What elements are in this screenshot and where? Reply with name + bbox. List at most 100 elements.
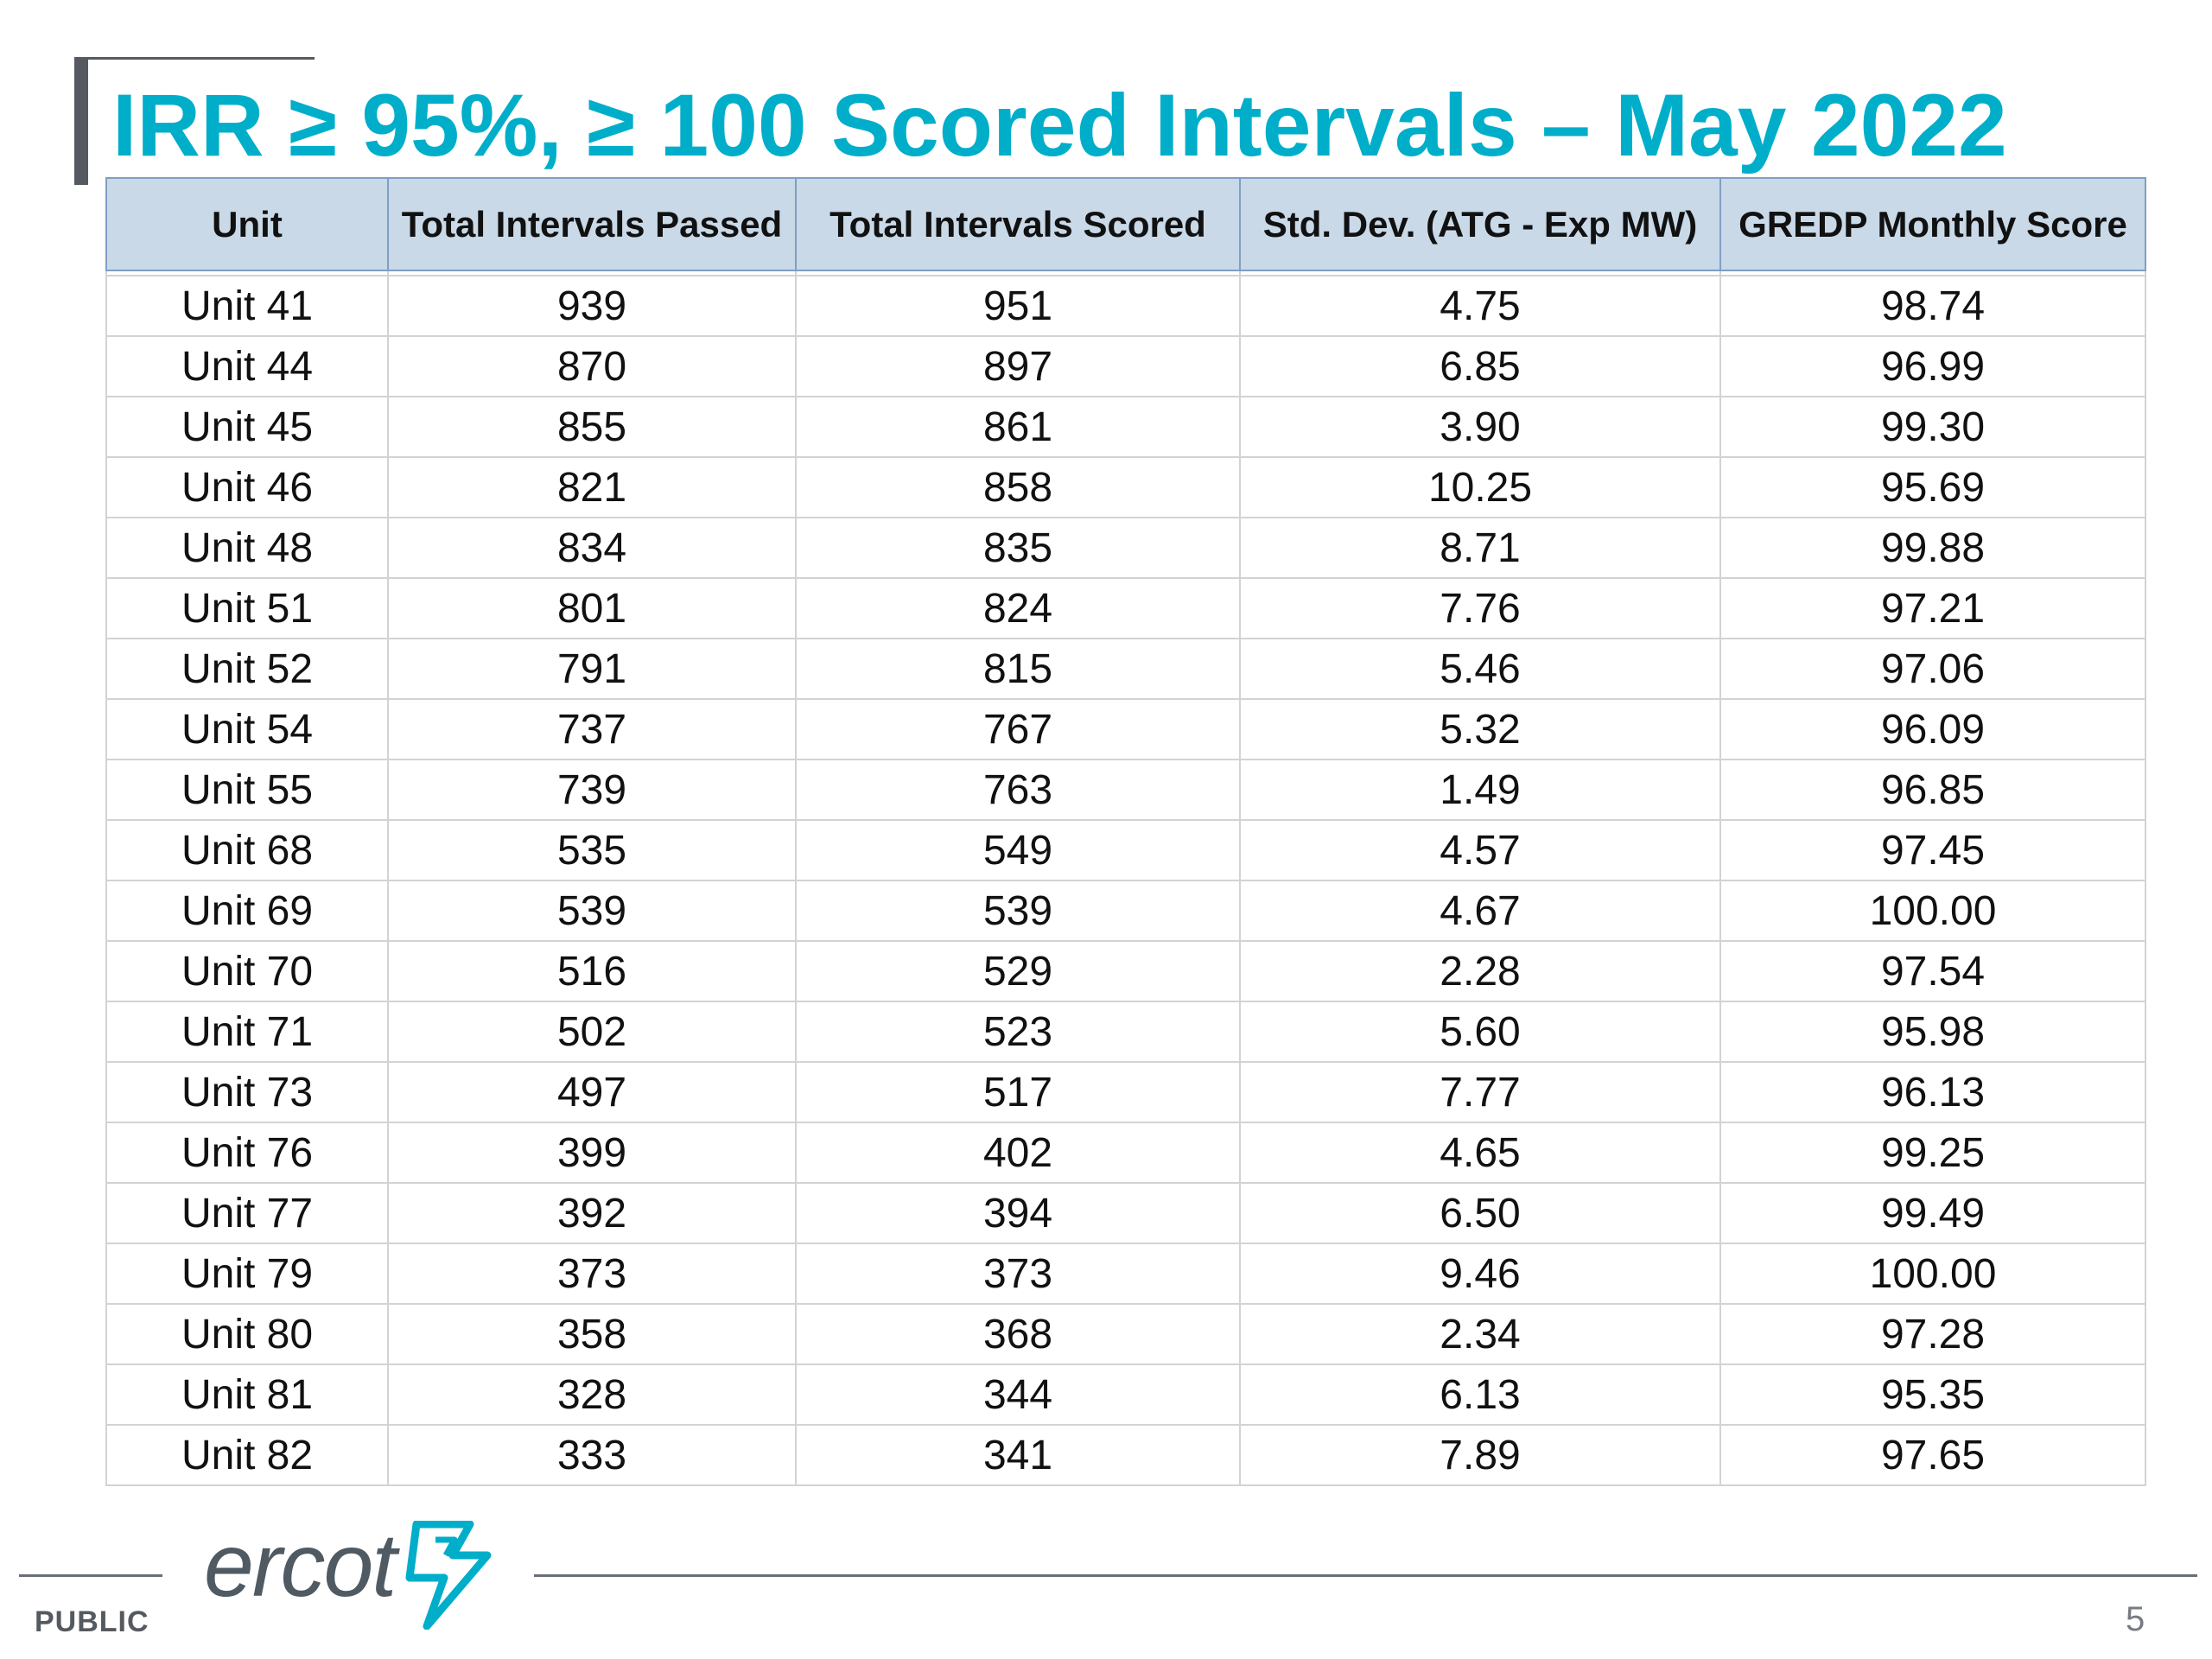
cell-unit: Unit 79 xyxy=(105,1243,389,1305)
cell-unit: Unit 77 xyxy=(105,1182,389,1244)
cell-monthly-score: 97.06 xyxy=(1719,638,2146,700)
cell-intervals-scored: 897 xyxy=(795,335,1241,397)
cell-unit: Unit 51 xyxy=(105,577,389,639)
cell-unit: Unit 70 xyxy=(105,940,389,1002)
cell-std-dev: 6.50 xyxy=(1239,1182,1721,1244)
results-table: Unit Total Intervals Passed Total Interv… xyxy=(105,177,2146,1486)
cell-unit: Unit 69 xyxy=(105,880,389,942)
cell-std-dev: 4.67 xyxy=(1239,880,1721,942)
cell-std-dev: 10.25 xyxy=(1239,456,1721,518)
footer-rule-left xyxy=(19,1574,162,1577)
cell-unit: Unit 82 xyxy=(105,1424,389,1486)
cell-intervals-passed: 399 xyxy=(387,1122,797,1184)
cell-monthly-score: 97.65 xyxy=(1719,1424,2146,1486)
cell-monthly-score: 97.21 xyxy=(1719,577,2146,639)
cell-unit: Unit 41 xyxy=(105,275,389,337)
cell-intervals-passed: 392 xyxy=(387,1182,797,1244)
cell-std-dev: 2.28 xyxy=(1239,940,1721,1002)
table-row: Unit 55 739 763 1.49 96.85 xyxy=(105,759,2146,821)
cell-intervals-scored: 523 xyxy=(795,1001,1241,1063)
table-row: Unit 77 392 394 6.50 99.49 xyxy=(105,1182,2146,1244)
cell-monthly-score: 95.69 xyxy=(1719,456,2146,518)
classification-label: PUBLIC xyxy=(35,1605,149,1638)
table-row: Unit 69 539 539 4.67 100.00 xyxy=(105,880,2146,942)
cell-intervals-passed: 939 xyxy=(387,275,797,337)
cell-intervals-scored: 394 xyxy=(795,1182,1241,1244)
col-header-monthly-score: GREDP Monthly Score xyxy=(1719,177,2146,271)
cell-intervals-scored: 549 xyxy=(795,819,1241,881)
cell-std-dev: 5.32 xyxy=(1239,698,1721,760)
cell-unit: Unit 76 xyxy=(105,1122,389,1184)
cell-intervals-scored: 517 xyxy=(795,1061,1241,1123)
cell-std-dev: 5.60 xyxy=(1239,1001,1721,1063)
cell-intervals-scored: 529 xyxy=(795,940,1241,1002)
table-row: Unit 46 821 858 10.25 95.69 xyxy=(105,456,2146,518)
cell-monthly-score: 100.00 xyxy=(1719,1243,2146,1305)
ercot-logo: ercot xyxy=(204,1514,498,1635)
page-number: 5 xyxy=(2126,1600,2145,1638)
cell-monthly-score: 96.99 xyxy=(1719,335,2146,397)
logo-wordmark: ercot xyxy=(204,1516,397,1616)
slide-title: IRR ≥ 95%, ≥ 100 Scored Intervals – May … xyxy=(112,76,2007,175)
cell-std-dev: 7.89 xyxy=(1239,1424,1721,1486)
col-header-intervals-scored: Total Intervals Scored xyxy=(795,177,1241,271)
cell-std-dev: 7.77 xyxy=(1239,1061,1721,1123)
footer-rule-right xyxy=(534,1574,2197,1577)
cell-monthly-score: 95.98 xyxy=(1719,1001,2146,1063)
cell-intervals-passed: 328 xyxy=(387,1363,797,1426)
cell-intervals-passed: 791 xyxy=(387,638,797,700)
cell-intervals-scored: 539 xyxy=(795,880,1241,942)
table-row: Unit 80 358 368 2.34 97.28 xyxy=(105,1303,2146,1365)
title-accent-rule xyxy=(74,57,315,60)
cell-intervals-passed: 373 xyxy=(387,1243,797,1305)
cell-intervals-scored: 341 xyxy=(795,1424,1241,1486)
cell-intervals-scored: 373 xyxy=(795,1243,1241,1305)
cell-monthly-score: 96.85 xyxy=(1719,759,2146,821)
cell-intervals-passed: 821 xyxy=(387,456,797,518)
cell-monthly-score: 96.09 xyxy=(1719,698,2146,760)
table-row: Unit 79 373 373 9.46 100.00 xyxy=(105,1243,2146,1305)
cell-intervals-passed: 737 xyxy=(387,698,797,760)
cell-monthly-score: 99.25 xyxy=(1719,1122,2146,1184)
cell-intervals-passed: 870 xyxy=(387,335,797,397)
cell-monthly-score: 96.13 xyxy=(1719,1061,2146,1123)
cell-intervals-scored: 368 xyxy=(795,1303,1241,1365)
cell-monthly-score: 99.49 xyxy=(1719,1182,2146,1244)
table-row: Unit 41 939 951 4.75 98.74 xyxy=(105,275,2146,337)
cell-std-dev: 4.65 xyxy=(1239,1122,1721,1184)
cell-std-dev: 1.49 xyxy=(1239,759,1721,821)
cell-std-dev: 6.85 xyxy=(1239,335,1721,397)
cell-unit: Unit 71 xyxy=(105,1001,389,1063)
col-header-std-dev: Std. Dev. (ATG - Exp MW) xyxy=(1239,177,1721,271)
cell-monthly-score: 99.30 xyxy=(1719,396,2146,458)
cell-unit: Unit 48 xyxy=(105,517,389,579)
cell-std-dev: 4.57 xyxy=(1239,819,1721,881)
header-spacer xyxy=(105,270,2146,276)
table-row: Unit 51 801 824 7.76 97.21 xyxy=(105,577,2146,639)
cell-std-dev: 6.13 xyxy=(1239,1363,1721,1426)
cell-intervals-passed: 358 xyxy=(387,1303,797,1365)
cell-std-dev: 4.75 xyxy=(1239,275,1721,337)
table-row: Unit 45 855 861 3.90 99.30 xyxy=(105,396,2146,458)
table-row: Unit 82 333 341 7.89 97.65 xyxy=(105,1424,2146,1486)
cell-unit: Unit 52 xyxy=(105,638,389,700)
cell-intervals-passed: 333 xyxy=(387,1424,797,1486)
cell-unit: Unit 73 xyxy=(105,1061,389,1123)
table-row: Unit 44 870 897 6.85 96.99 xyxy=(105,335,2146,397)
cell-intervals-scored: 858 xyxy=(795,456,1241,518)
table-body: Unit 41 939 951 4.75 98.74 Unit 44 870 897 6.85 9… xyxy=(105,275,2146,1486)
cell-unit: Unit 55 xyxy=(105,759,389,821)
cell-monthly-score: 99.88 xyxy=(1719,517,2146,579)
cell-intervals-scored: 861 xyxy=(795,396,1241,458)
cell-intervals-passed: 502 xyxy=(387,1001,797,1063)
cell-std-dev: 8.71 xyxy=(1239,517,1721,579)
table-row: Unit 54 737 767 5.32 96.09 xyxy=(105,698,2146,760)
cell-monthly-score: 97.45 xyxy=(1719,819,2146,881)
table-row: Unit 70 516 529 2.28 97.54 xyxy=(105,940,2146,1002)
cell-std-dev: 2.34 xyxy=(1239,1303,1721,1365)
cell-std-dev: 7.76 xyxy=(1239,577,1721,639)
cell-intervals-passed: 739 xyxy=(387,759,797,821)
cell-unit: Unit 81 xyxy=(105,1363,389,1426)
cell-intervals-passed: 539 xyxy=(387,880,797,942)
lightning-bolt-icon xyxy=(405,1521,492,1630)
